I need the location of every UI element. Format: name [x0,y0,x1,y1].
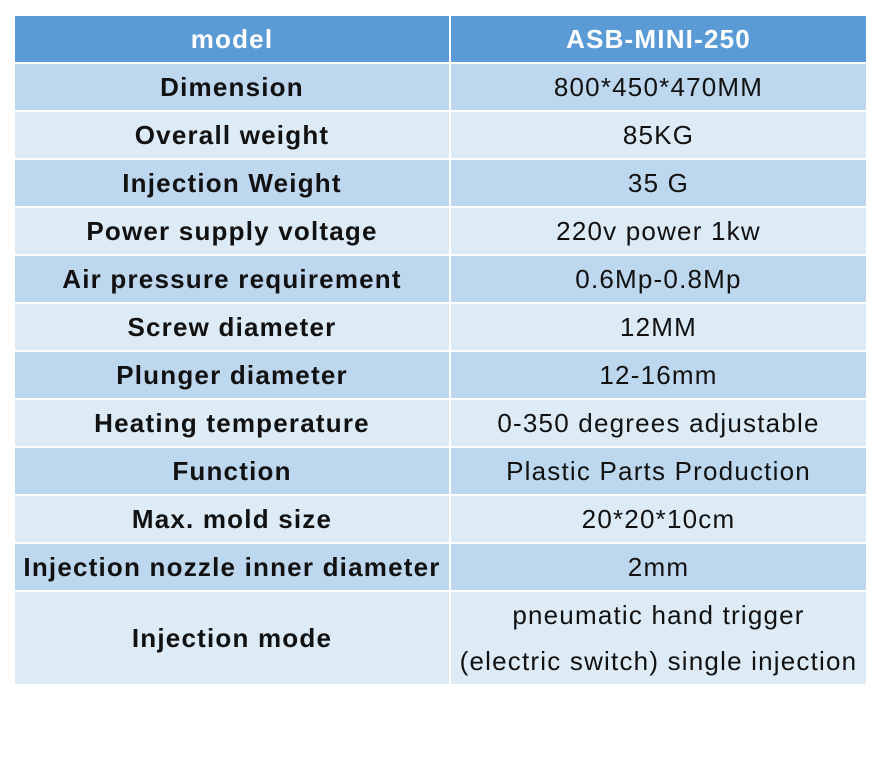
parameter-name: Air pressure requirement [13,254,451,304]
table-row: Function Plastic Parts Production [13,446,868,496]
table-row: Screw diameter 12MM [13,302,868,352]
parameter-value: 220v power 1kw [449,206,868,256]
parameter-name: Plunger diameter [13,350,451,400]
parameter-value: 85KG [449,110,868,160]
parameter-name: Power supply voltage [13,206,451,256]
parameter-value: 35 G [449,158,868,208]
table-row: Injection mode pneumatic hand trigger (el… [13,590,868,686]
header-cell: model [13,14,451,64]
parameter-name: Max. mold size [13,494,451,544]
parameter-name: Heating temperature [13,398,451,448]
table-row: Heating temperature 0-350 degrees adjusta… [13,398,868,448]
parameter-name: Dimension [13,62,451,112]
table-row: Plunger diameter 12-16mm [13,350,868,400]
table-row: Injection nozzle inner diameter 2mm [13,542,868,592]
header-row: model ASB-MINI-250 [13,14,868,64]
parameter-name: Injection Weight [13,158,451,208]
table-row: Overall weight 85KG [13,110,868,160]
header-cell: ASB-MINI-250 [449,14,868,64]
parameter-value: Plastic Parts Production [449,446,868,496]
parameter-value: 2mm [449,542,868,592]
table-row: Injection Weight 35 G [13,158,868,208]
spec-table: model ASB-MINI-250 Dimension 800*450*470M… [13,14,868,686]
parameter-value: pneumatic hand trigger (electric switch)… [449,590,868,686]
parameter-name: Injection nozzle inner diameter [13,542,451,592]
table-row: Max. mold size 20*20*10cm [13,494,868,544]
parameter-name: Function [13,446,451,496]
table-body: model ASB-MINI-250 Dimension 800*450*470M… [13,14,868,686]
parameter-value: 12MM [449,302,868,352]
parameter-value: 0-350 degrees adjustable [449,398,868,448]
table-row: Dimension 800*450*470MM [13,62,868,112]
parameter-name: Injection mode [13,590,451,686]
parameter-name: Overall weight [13,110,451,160]
parameter-value: 20*20*10cm [449,494,868,544]
parameter-value: 0.6Mp-0.8Mp [449,254,868,304]
parameter-name: Screw diameter [13,302,451,352]
parameter-value: 800*450*470MM [449,62,868,112]
parameter-value: 12-16mm [449,350,868,400]
table-row: Air pressure requirement 0.6Mp-0.8Mp [13,254,868,304]
table-row: Power supply voltage 220v power 1kw [13,206,868,256]
